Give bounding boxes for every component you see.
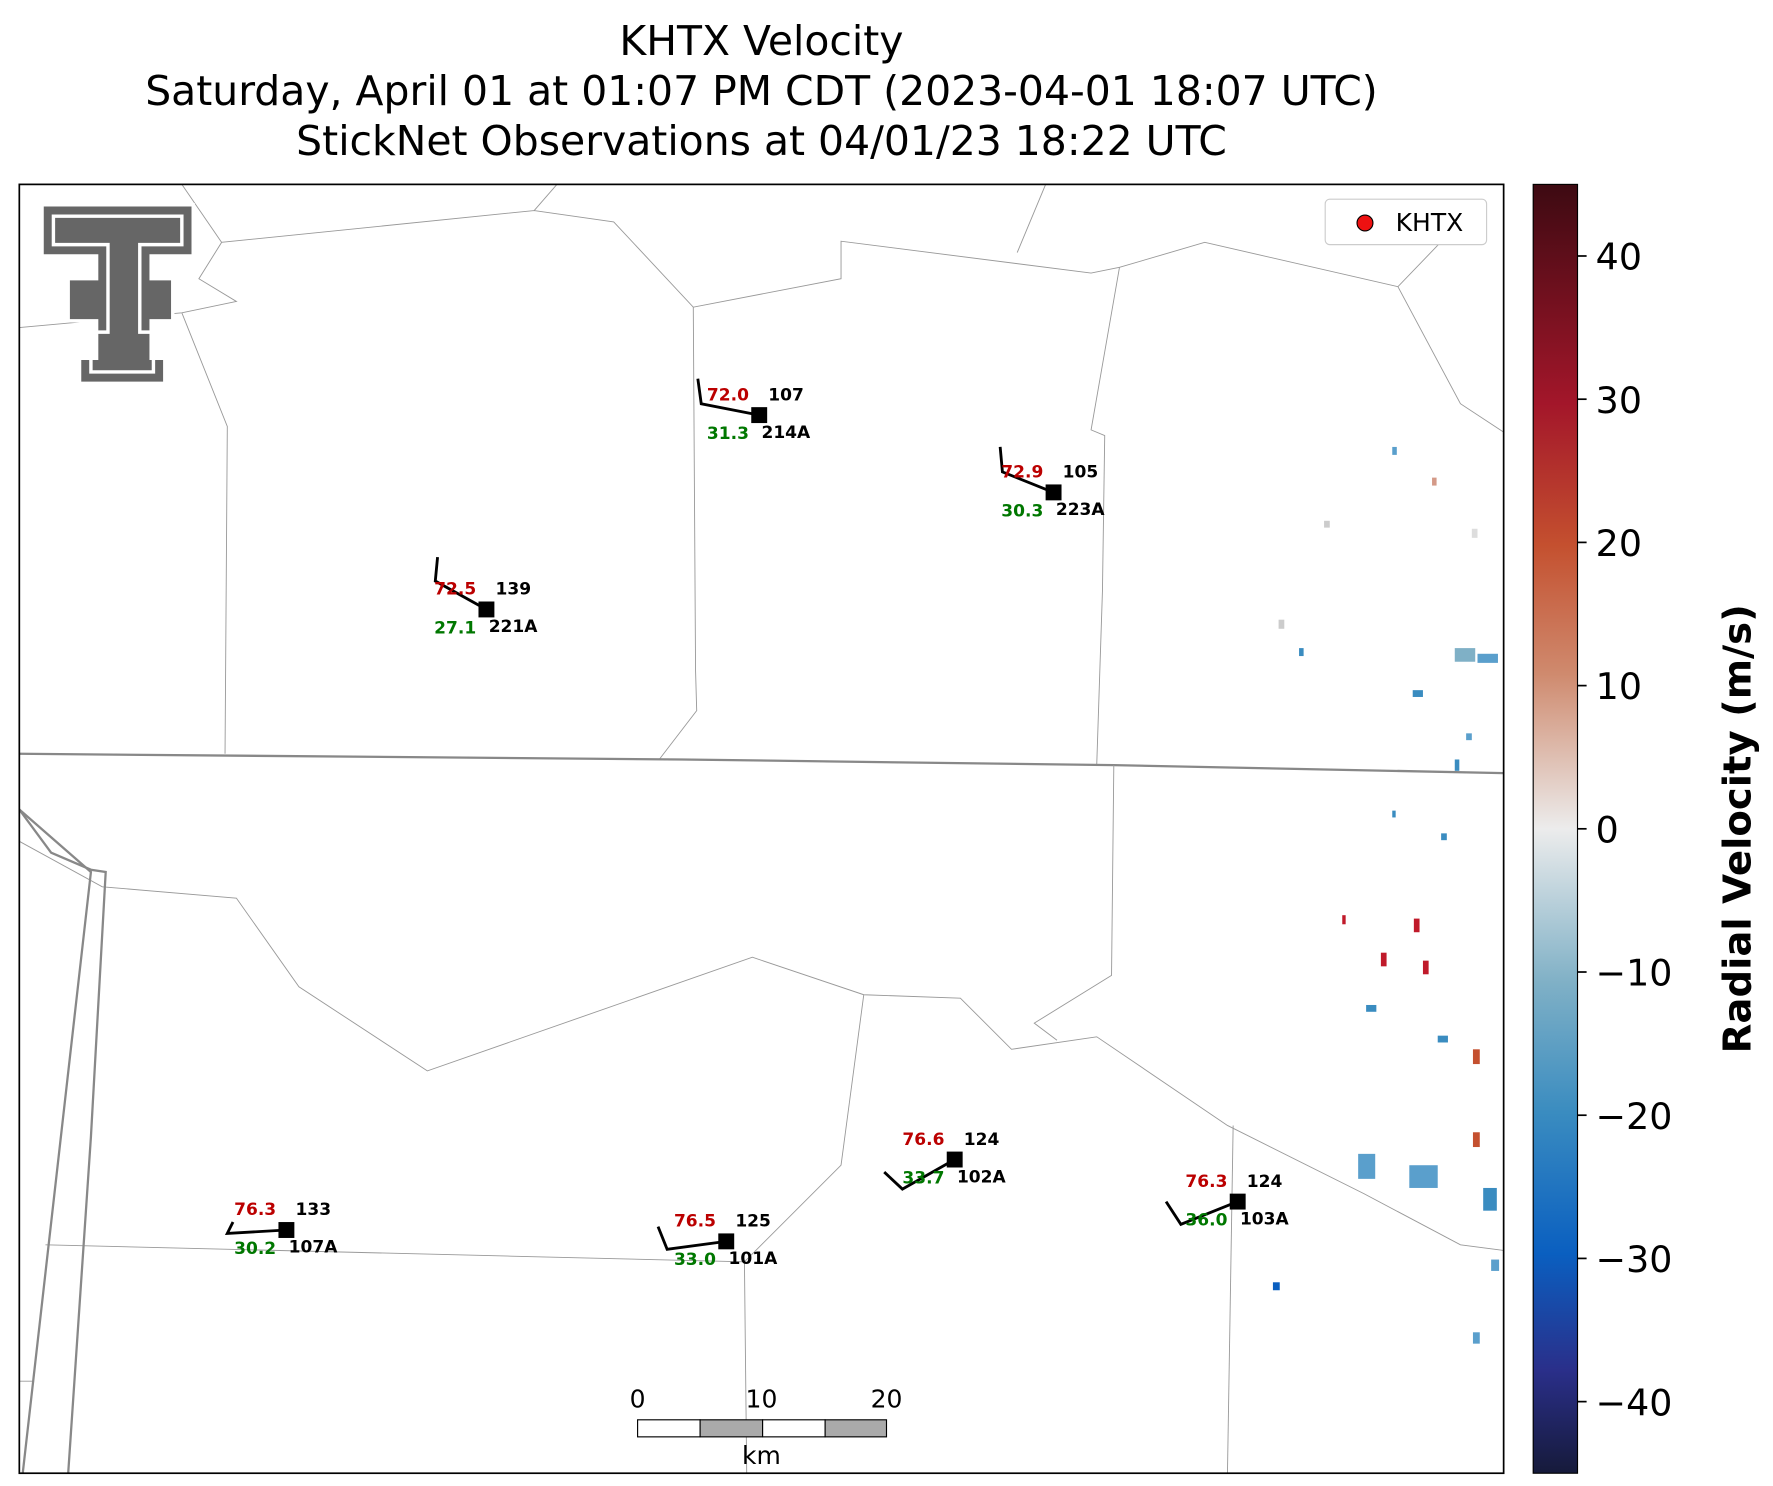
colorbar-tick-label: 30 xyxy=(1596,379,1642,422)
temperature: 72.0 xyxy=(707,385,749,405)
scale-unit: km xyxy=(742,1441,781,1470)
wind-barb xyxy=(696,378,760,417)
wind-barb xyxy=(998,446,1055,494)
station-marker xyxy=(278,1222,295,1238)
subtitle: Saturday, April 01 at 01:07 PM CDT (2023… xyxy=(145,67,1378,115)
temperature: 76.3 xyxy=(1185,1172,1227,1192)
dewpoint: 30.3 xyxy=(1001,501,1043,521)
stations: 72.5 139 27.1 221A 72.0 107 31.3 214A 72.9 105 30.… xyxy=(224,378,1290,1270)
temperature: 76.3 xyxy=(234,1200,276,1220)
colorbar-tick-label: 10 xyxy=(1596,665,1642,708)
colorbar-tick-label: −20 xyxy=(1596,1095,1673,1138)
pressure: 133 xyxy=(295,1200,331,1220)
wind-barb xyxy=(883,1158,956,1191)
station-id: 101A xyxy=(729,1249,779,1269)
station-id: 214A xyxy=(761,423,811,443)
title: KHTX Velocity xyxy=(619,17,903,65)
pressure: 124 xyxy=(964,1130,1000,1150)
scale-tick: 0 xyxy=(630,1384,646,1413)
colorbar-axis: 40 30 20 10 0 −10 −20 −30 −40 xyxy=(1577,236,1673,1424)
radar-gates xyxy=(1272,446,1500,1344)
legend-label: KHTX xyxy=(1396,208,1464,237)
temperature: 72.9 xyxy=(1001,463,1043,483)
station-marker xyxy=(1229,1193,1246,1210)
wind-barb xyxy=(224,1221,287,1235)
station-marker xyxy=(946,1151,963,1168)
colorbar-tick-label: 20 xyxy=(1596,522,1642,565)
map-frame xyxy=(18,183,1505,1475)
dewpoint: 33.7 xyxy=(902,1168,944,1188)
colorbar xyxy=(1532,183,1579,1474)
dewpoint: 27.1 xyxy=(434,618,476,638)
wind-barb xyxy=(1164,1200,1239,1227)
colorbar-label: Radial Velocity (m/s) xyxy=(1715,604,1760,1053)
legend-box xyxy=(1324,198,1488,246)
pressure: 107 xyxy=(768,385,804,405)
basemap xyxy=(19,184,1504,1474)
dewpoint: 31.3 xyxy=(707,424,749,444)
station-id: 221A xyxy=(489,617,539,637)
pressure: 105 xyxy=(1063,463,1099,483)
legend-marker xyxy=(1356,214,1374,232)
scale-bar: 0 10 20 km xyxy=(630,1384,903,1470)
station-marker xyxy=(1045,484,1062,501)
subtitle: StickNet Observations at 04/01/23 18:22 … xyxy=(296,117,1227,165)
colorbar-tick-label: 40 xyxy=(1596,236,1642,279)
pressure: 125 xyxy=(735,1212,771,1232)
dewpoint: 33.0 xyxy=(674,1250,716,1270)
scale-tick: 10 xyxy=(746,1384,778,1413)
temperature: 76.5 xyxy=(674,1212,716,1232)
ttu-logo xyxy=(40,203,195,385)
station-marker xyxy=(718,1233,735,1250)
scale-tick: 20 xyxy=(871,1384,903,1413)
colorbar-tick-label: −10 xyxy=(1596,952,1673,995)
colorbar-tick-label: −30 xyxy=(1596,1238,1673,1281)
dewpoint: 30.2 xyxy=(234,1239,276,1259)
station-id: 107A xyxy=(289,1238,339,1258)
pressure: 124 xyxy=(1247,1172,1283,1192)
dewpoint: 36.0 xyxy=(1185,1210,1227,1230)
wind-barb xyxy=(433,557,488,611)
station-marker xyxy=(751,407,768,424)
wind-barb xyxy=(656,1226,727,1251)
temperature: 76.6 xyxy=(902,1130,944,1150)
station-id: 103A xyxy=(1240,1209,1290,1229)
pressure: 139 xyxy=(496,580,532,600)
station-id: 223A xyxy=(1056,500,1106,520)
colorbar-tick-label: 0 xyxy=(1596,808,1619,851)
temperature: 72.5 xyxy=(434,580,476,600)
station-marker xyxy=(478,601,495,618)
colorbar-tick-label: −40 xyxy=(1596,1381,1673,1424)
station-id: 102A xyxy=(957,1167,1007,1187)
